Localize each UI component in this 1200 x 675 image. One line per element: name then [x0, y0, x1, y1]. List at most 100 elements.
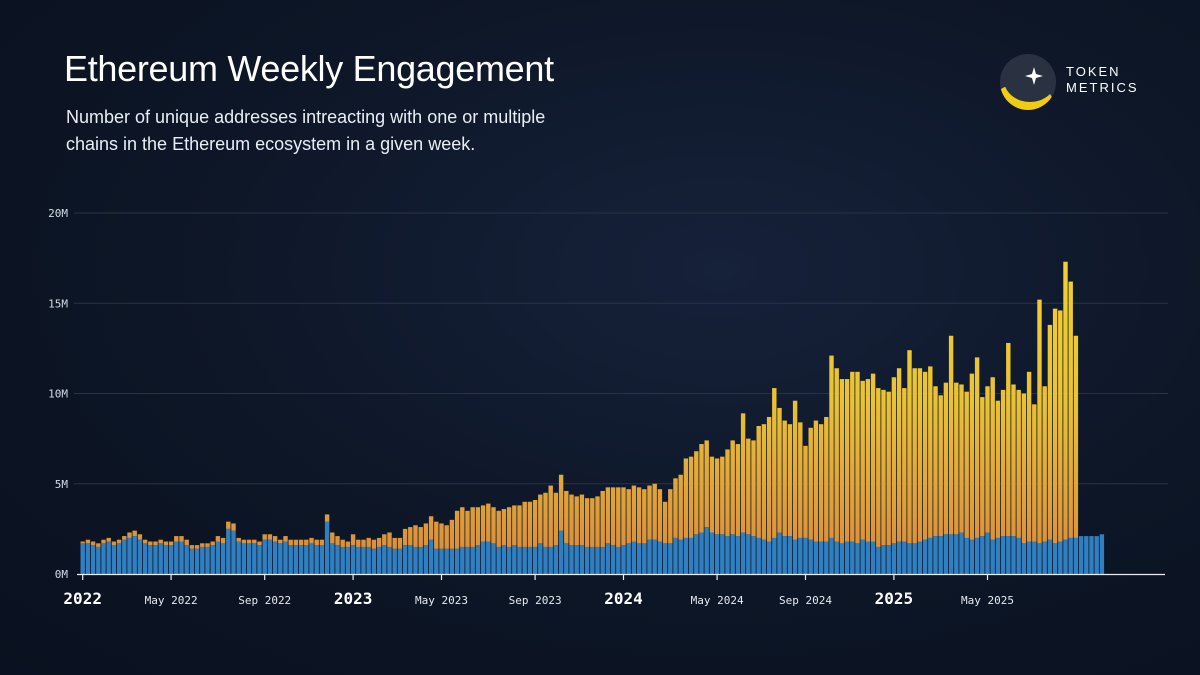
bar-segment-base: [205, 546, 210, 574]
bar-segment-top: [361, 539, 366, 547]
bar-segment-top: [969, 373, 975, 540]
bar-segment-top: [257, 541, 262, 546]
bar-segment-top: [865, 379, 871, 542]
bar-segment-top: [850, 371, 855, 542]
bar-segment-base: [127, 537, 132, 574]
bar-segment-base: [330, 543, 335, 574]
bar-segment-base: [652, 539, 657, 574]
bar-segment-top: [444, 525, 449, 549]
bar-segment-base: [756, 537, 761, 574]
bar-segment-top: [626, 489, 631, 544]
bar-segment-top: [813, 420, 819, 542]
bar-segment-top: [974, 357, 980, 538]
bar-segment-base: [298, 545, 304, 574]
bar-segment-top: [1063, 261, 1068, 540]
bar-segment-top: [127, 532, 132, 538]
bar-segment-top: [267, 534, 273, 540]
bar-segment-base: [158, 543, 163, 574]
bar-segment-top: [673, 478, 678, 538]
bar-segment-top: [772, 388, 777, 538]
bar-segment-base: [704, 527, 709, 574]
bar-segment-base: [626, 543, 631, 574]
y-tick-label: 5M: [55, 478, 69, 491]
bar-segment-base: [813, 541, 819, 574]
bar-segment-base: [382, 545, 387, 574]
bar-segment-top: [928, 366, 933, 538]
bar-segment-top: [330, 532, 335, 544]
bar-segment-base: [1068, 537, 1073, 574]
bar-segment-base: [194, 548, 200, 574]
bar-segment-top: [470, 507, 475, 547]
bar-segment-top: [324, 514, 330, 522]
bar-segment-top: [335, 536, 340, 546]
bar-segment-top: [798, 422, 803, 538]
bar-segment-base: [709, 532, 715, 574]
chart-subtitle: Number of unique addresses intreacting w…: [66, 107, 546, 154]
bar-segment-base: [673, 537, 678, 574]
bar-segment-base: [257, 545, 262, 574]
bar-segment-top: [943, 382, 949, 535]
bar-segment-top: [766, 416, 772, 542]
bar-segment-base: [902, 541, 907, 574]
bar-segment-base: [850, 541, 855, 574]
bar-segment-top: [688, 456, 694, 538]
bar-segment-top: [288, 539, 293, 546]
bar-segment-base: [584, 546, 590, 574]
bar-segment-base: [772, 537, 777, 574]
bar-segment-top: [434, 521, 439, 549]
bar-segment-base: [392, 548, 397, 574]
token-metrics-logo-icon: [1000, 54, 1056, 110]
bar-segment-top: [246, 539, 252, 544]
bar-segment-top: [1006, 342, 1011, 537]
bar-segment-top: [90, 541, 96, 546]
bar-segment-base: [293, 545, 299, 574]
bar-segment-top: [792, 400, 798, 540]
bar-segment-top: [808, 427, 813, 540]
bar-segment-base: [948, 534, 954, 574]
bar-segment-top: [964, 391, 969, 538]
bar-segment-top: [912, 368, 917, 544]
bar-segment-base: [304, 545, 309, 574]
bar-segment-base: [818, 541, 824, 574]
bar-segment-base: [278, 543, 283, 574]
bar-segment-base: [720, 534, 725, 574]
bar-segment-base: [434, 548, 439, 574]
bar-segment-top: [272, 536, 278, 542]
bar-segment-base: [792, 539, 798, 574]
bar-segment-base: [272, 541, 278, 574]
bar-segment-top: [1047, 324, 1053, 540]
bar-segment-base: [740, 532, 746, 574]
bar-segment-top: [995, 400, 1001, 538]
bar-segment-base: [184, 545, 189, 574]
bar-segment-top: [106, 537, 111, 542]
bar-segment-top: [860, 380, 865, 540]
bar-segment-base: [283, 541, 288, 574]
bar-segment-base: [730, 534, 735, 574]
bar-segment-top: [413, 525, 418, 547]
bar-segment-top: [501, 509, 507, 546]
bar-segment-top: [959, 384, 964, 533]
bar-segment-top: [631, 485, 637, 542]
bar-segment-top: [122, 536, 127, 540]
bar-segment-base: [137, 539, 143, 574]
bar-segment-base: [1021, 543, 1027, 574]
bar-segment-top: [662, 501, 668, 544]
bar-segment-base: [865, 541, 871, 574]
bar-segment-base: [241, 543, 247, 574]
bar-segment-base: [964, 537, 969, 574]
bar-segment-base: [969, 539, 975, 574]
bar-segment-top: [616, 487, 621, 547]
bar-segment-base: [496, 546, 501, 574]
bar-segment-top: [954, 382, 959, 535]
bar-segment-top: [902, 388, 907, 542]
bar-segment-base: [891, 543, 897, 574]
bar-segment-top: [423, 523, 429, 546]
bars: [80, 261, 1105, 574]
bar-segment-top: [319, 539, 325, 546]
bar-segment-base: [803, 537, 808, 574]
bar-segment-base: [761, 539, 767, 574]
bar-segment-base: [220, 543, 226, 574]
bar-segment-base: [517, 546, 522, 574]
bar-segment-base: [980, 536, 985, 574]
bar-segment-top: [694, 451, 699, 535]
